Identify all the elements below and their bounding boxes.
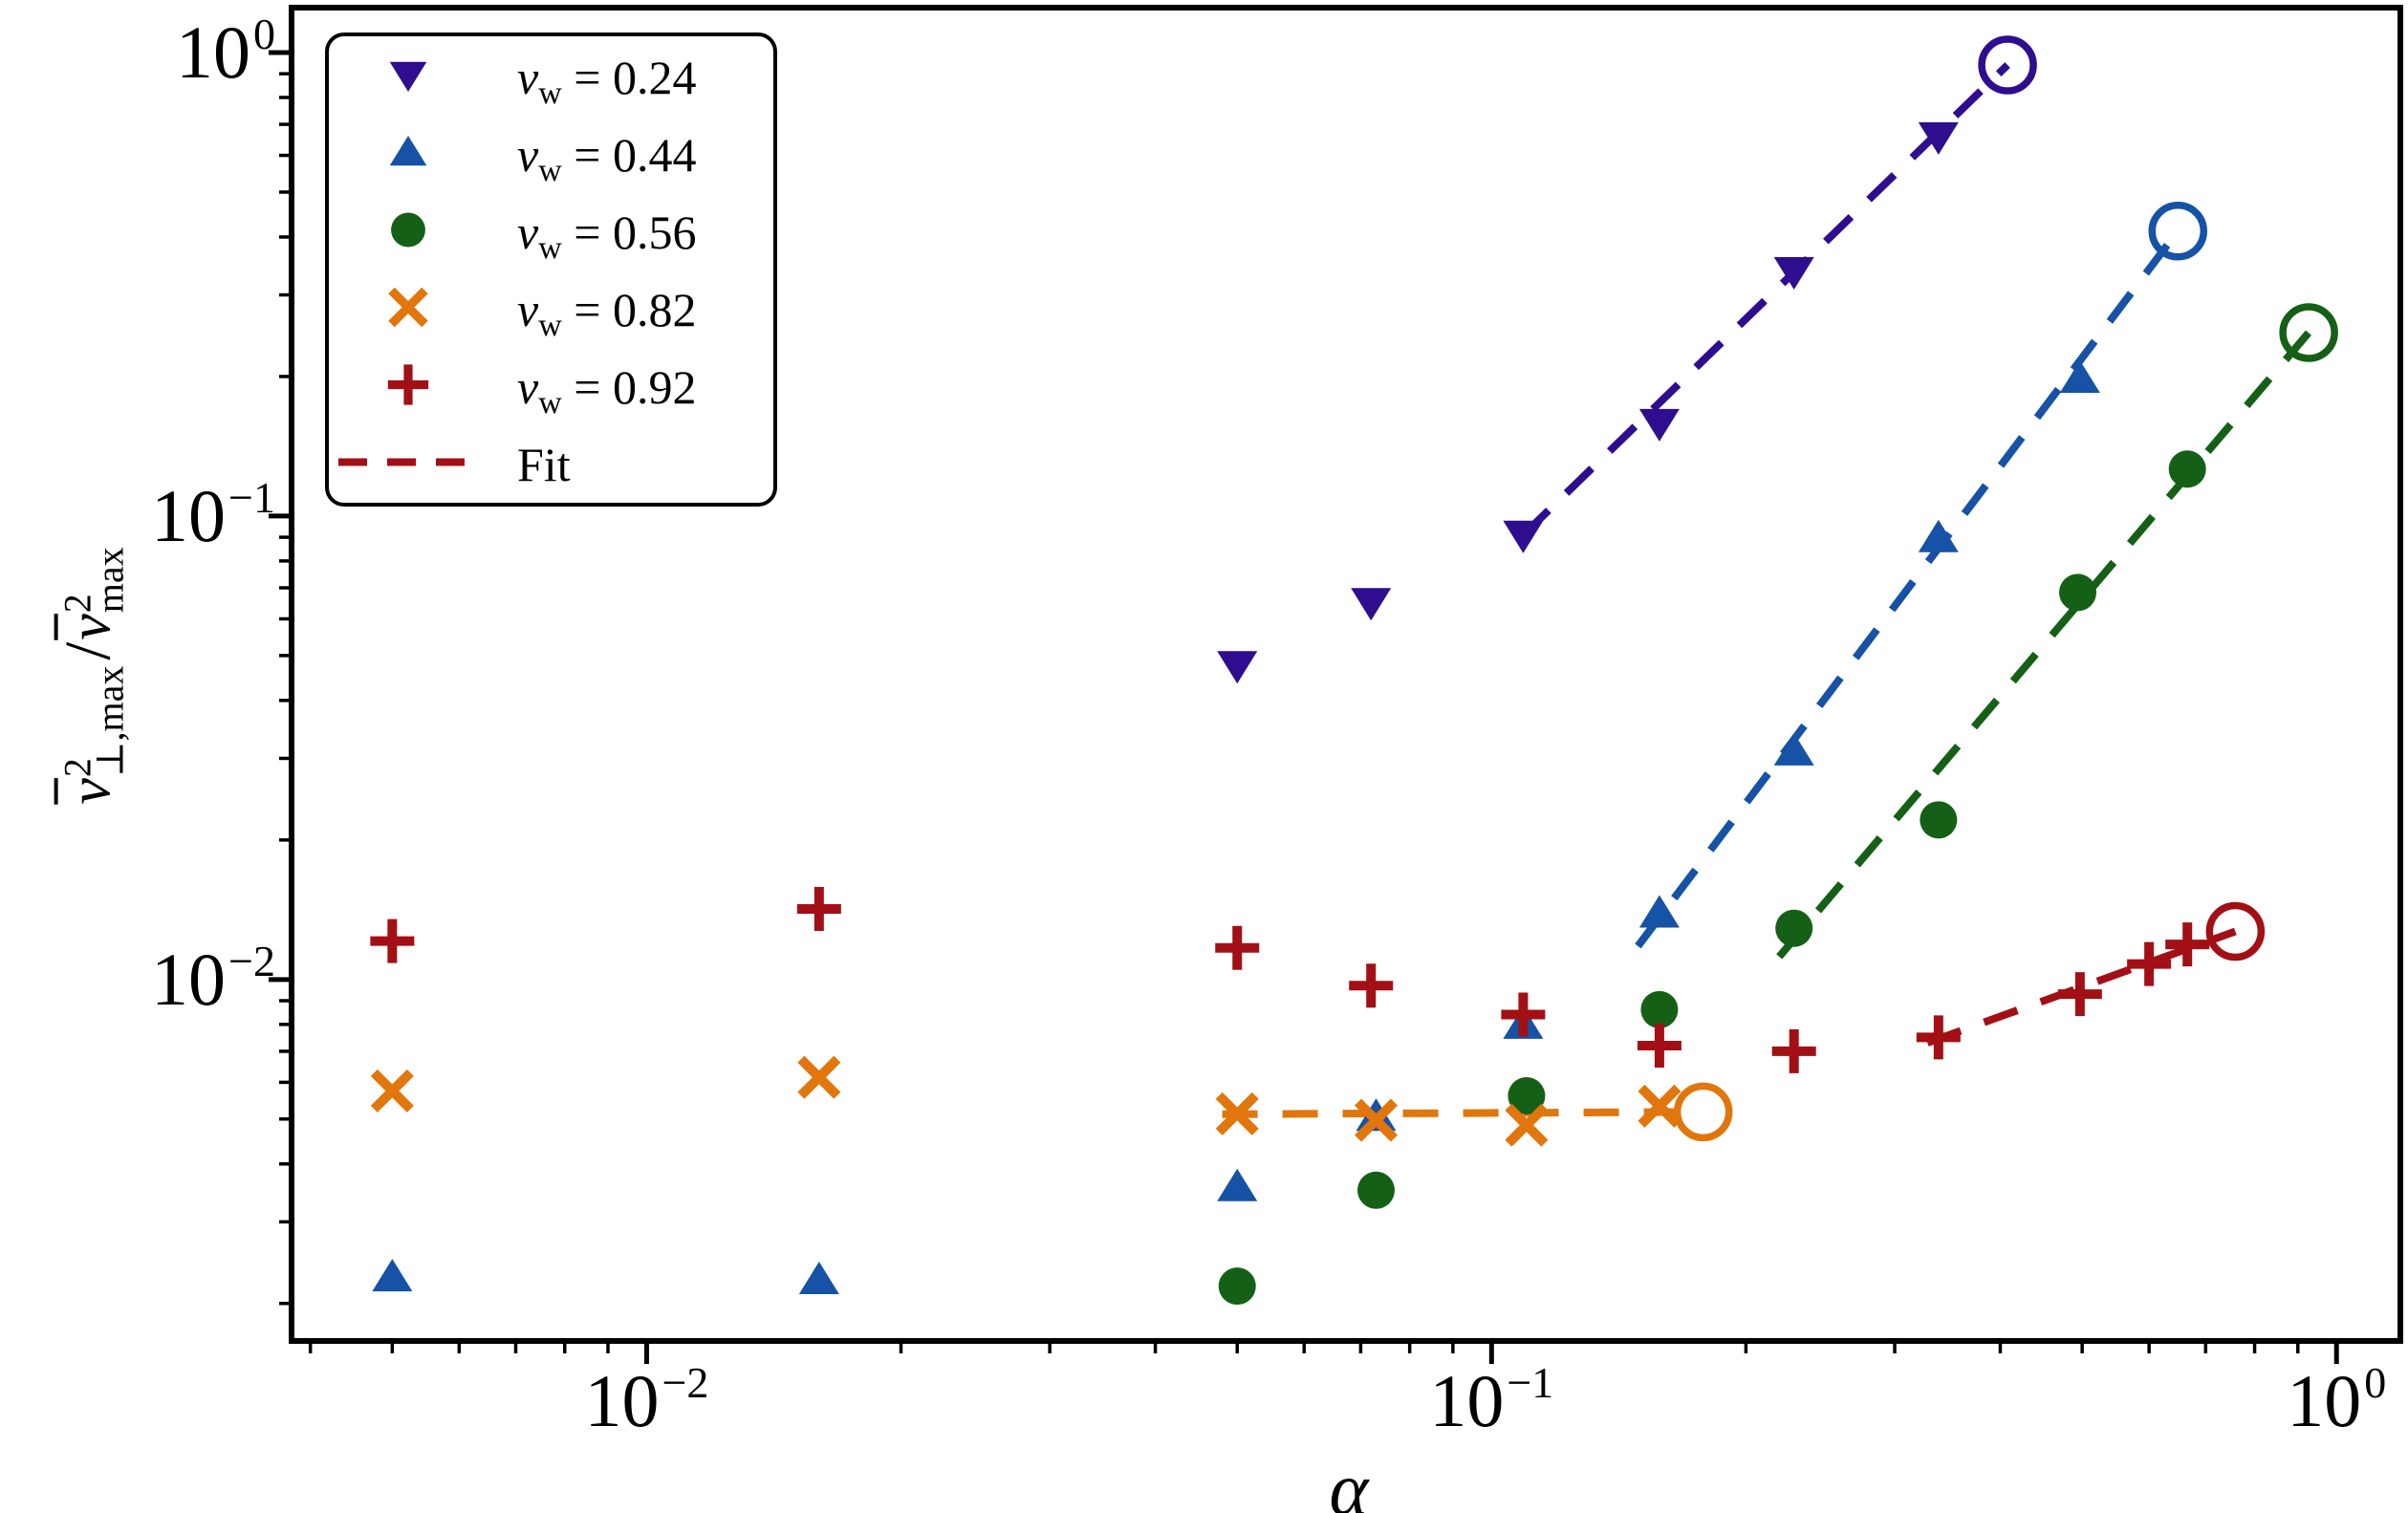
circle-marker: [391, 212, 425, 248]
legend-label: vw = 0.56: [517, 205, 697, 266]
x-marker: [1638, 1084, 1681, 1128]
triangle-down-marker: [389, 61, 427, 92]
triangle-down-legend-icon: [378, 49, 439, 107]
plus-marker: [2165, 922, 2210, 967]
plus-legend-icon: [378, 358, 439, 417]
legend-fit-label: Fit: [517, 438, 571, 491]
fit-line: [1635, 228, 2181, 949]
fit-line: [1222, 1108, 1703, 1118]
triangle-up-marker: [1773, 732, 1814, 766]
circle-marker: [1775, 909, 1813, 947]
x-legend-icon: [378, 281, 439, 339]
circle-legend-icon: [378, 204, 439, 262]
series-0.82: [370, 1055, 1733, 1147]
ylabel-numerator-scripts: 2 ⊥,max: [55, 665, 132, 778]
open-circle-marker: [2205, 901, 2266, 962]
plus-marker: [1215, 925, 1260, 970]
y-tick-label: 10−2: [151, 936, 275, 1021]
series-0.92: [370, 886, 2266, 1073]
triangle-up-marker: [1918, 519, 1959, 552]
triangle-up-legend-icon: [378, 126, 439, 184]
plus-marker: [387, 364, 429, 405]
fit-line: [1776, 330, 2312, 960]
plus-marker: [1771, 1028, 1816, 1073]
plus-marker: [370, 919, 415, 963]
legend: vw = 0.24 vw = 0.44 vw = 0.56 vw = 0.82 vw =…: [325, 32, 777, 507]
plus-marker: [1637, 1024, 1681, 1068]
tick-exponent: −2: [228, 936, 275, 985]
circle-marker: [2168, 450, 2206, 488]
triangle-down-marker: [1503, 520, 1544, 553]
legend-label: vw = 0.24: [517, 51, 697, 111]
circle-marker: [1357, 1171, 1396, 1209]
tick-exponent: 0: [2364, 1358, 2387, 1407]
triangle-down-marker: [1918, 121, 1959, 155]
triangle-up-marker: [1638, 895, 1680, 928]
series-0.56: [1218, 303, 2338, 1306]
tick-exponent: −2: [662, 1358, 709, 1407]
x-marker: [388, 287, 428, 328]
x-marker: [1354, 1098, 1399, 1142]
open-circle-marker: [2279, 303, 2338, 362]
tick-exponent: −1: [228, 472, 275, 522]
open-circle-marker: [2148, 201, 2208, 261]
x-axis-label: α: [1329, 1447, 1369, 1513]
fit-line: [1520, 62, 2010, 538]
ylabel-numerator-sub: ⊥,max: [88, 665, 132, 778]
circle-marker: [2059, 573, 2097, 612]
triangle-down-marker: [1773, 257, 1814, 291]
triangle-down-marker: [1217, 651, 1258, 684]
y-tick-label: 100: [176, 9, 275, 94]
open-circle-marker: [1673, 1082, 1733, 1142]
y-axis-label: v 2 ⊥,max/v 2 max: [51, 543, 132, 805]
markers-group: [370, 35, 2338, 1306]
circle-marker: [1218, 1267, 1256, 1306]
x-marker: [1215, 1092, 1259, 1135]
x-tick-label: 100: [2287, 1358, 2387, 1442]
triangle-up-marker: [389, 136, 427, 166]
ylabel-denominator-sub: max: [88, 547, 132, 614]
plot-border: [289, 5, 2403, 1344]
ylabel-denominator-scripts: 2 max: [55, 547, 132, 614]
tick-exponent: 0: [253, 9, 275, 58]
x-tick-label: 10−1: [1429, 1358, 1554, 1442]
open-circle-marker: [1978, 35, 2037, 95]
plus-marker: [1916, 1015, 1961, 1060]
triangle-down-marker: [1638, 408, 1680, 442]
plus-marker: [1501, 992, 1546, 1037]
series-0.44: [372, 201, 2208, 1294]
triangle-up-marker: [372, 1259, 413, 1292]
y-tick-label: 10−1: [151, 472, 275, 557]
x-marker: [1505, 1103, 1549, 1147]
circle-marker: [1640, 990, 1679, 1028]
triangle-up-marker: [798, 1261, 839, 1294]
ylabel-numerator-base: v: [57, 778, 123, 805]
circle-marker: [1508, 1077, 1546, 1115]
x-marker: [797, 1055, 841, 1099]
triangle-up-marker: [1217, 1168, 1258, 1201]
circle-marker: [1920, 801, 1958, 839]
triangle-up-marker: [2059, 360, 2100, 394]
triangle-down-marker: [1351, 588, 1392, 621]
plus-marker: [796, 886, 841, 931]
legend-label: vw = 0.82: [517, 283, 697, 343]
plus-marker: [1349, 963, 1394, 1008]
plus-marker: [2127, 941, 2172, 986]
legend-label: vw = 0.44: [517, 128, 697, 188]
legend-label: vw = 0.92: [517, 360, 697, 421]
x-marker: [370, 1069, 414, 1113]
tick-exponent: −1: [1507, 1358, 1554, 1407]
x-tick-label: 10−2: [584, 1358, 709, 1442]
ylabel-denominator-base: v: [57, 614, 123, 640]
dashed-line-legend-icon: [336, 453, 480, 477]
series-0.24: [1217, 35, 2037, 684]
plus-marker: [2057, 972, 2102, 1017]
ylabel-slash: /: [51, 641, 124, 660]
